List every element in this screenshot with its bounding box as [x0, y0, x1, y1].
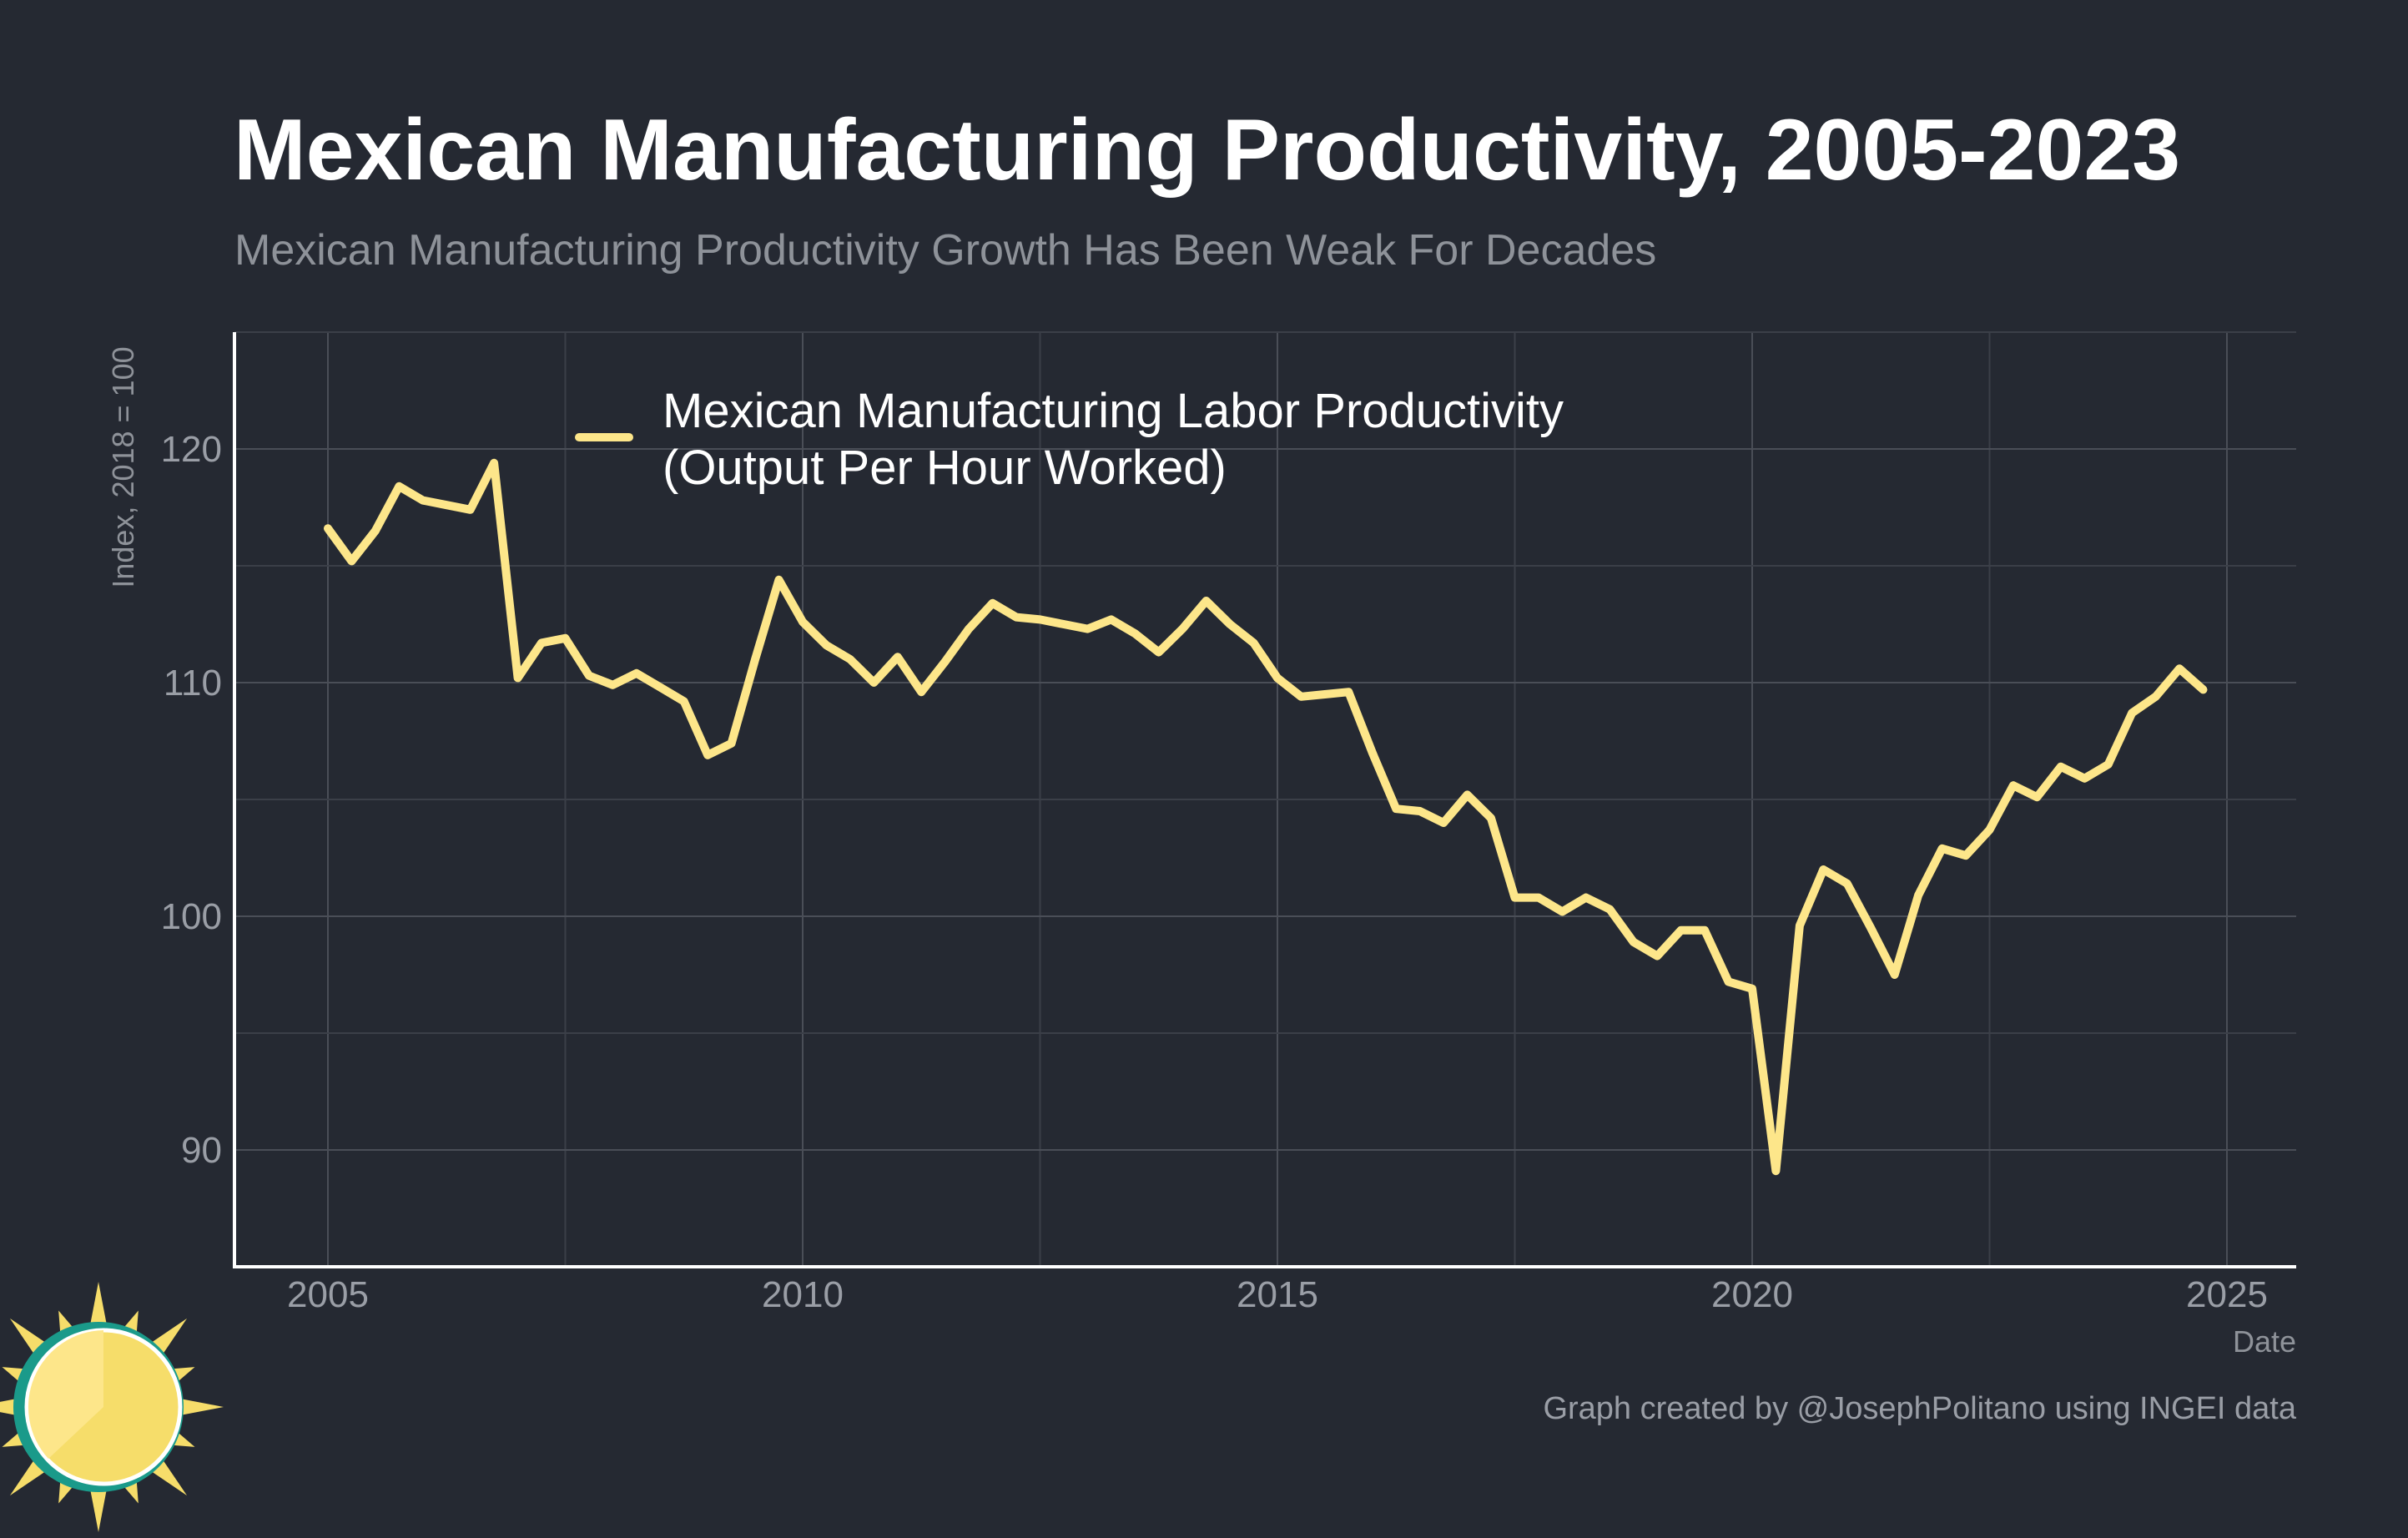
x-tick-label: 2015: [1237, 1274, 1318, 1315]
x-tick-label: 2025: [2186, 1274, 2268, 1315]
chart-title: Mexican Manufacturing Productivity, 2005…: [234, 102, 2180, 199]
gridlines: [234, 331, 2296, 1267]
legend: Mexican Manufacturing Labor Productivity…: [575, 384, 1564, 495]
sun-ray: [173, 1397, 224, 1417]
x-tick-label: 2020: [1711, 1274, 1793, 1315]
y-axis-title: Index, 2018 = 100: [106, 346, 140, 587]
x-tick-label: 2010: [762, 1274, 844, 1315]
series-line-productivity: [324, 458, 2208, 1176]
y-tick-label: 90: [181, 1130, 222, 1171]
sun-ray: [88, 1481, 108, 1532]
x-axis-title: Date: [2233, 1324, 2296, 1359]
sun-logo-icon: [0, 1282, 224, 1532]
tick-labels: 2005 2010 2015 2020 2025 90 100 110 120: [161, 429, 2268, 1315]
sun-ray: [88, 1282, 108, 1333]
legend-label-line1: Mexican Manufacturing Labor Productivity: [662, 384, 1564, 438]
chart-subtitle: Mexican Manufacturing Productivity Growt…: [234, 226, 1656, 275]
x-tick-label: 2005: [287, 1274, 369, 1315]
source-caption: Graph created by @JosephPolitano using I…: [1543, 1391, 2296, 1426]
y-tick-label: 120: [161, 429, 222, 470]
series-layer: [324, 458, 2208, 1176]
y-tick-label: 110: [164, 663, 222, 703]
legend-label-line2: (Output Per Hour Worked): [662, 441, 1227, 495]
y-tick-label: 100: [161, 896, 222, 937]
